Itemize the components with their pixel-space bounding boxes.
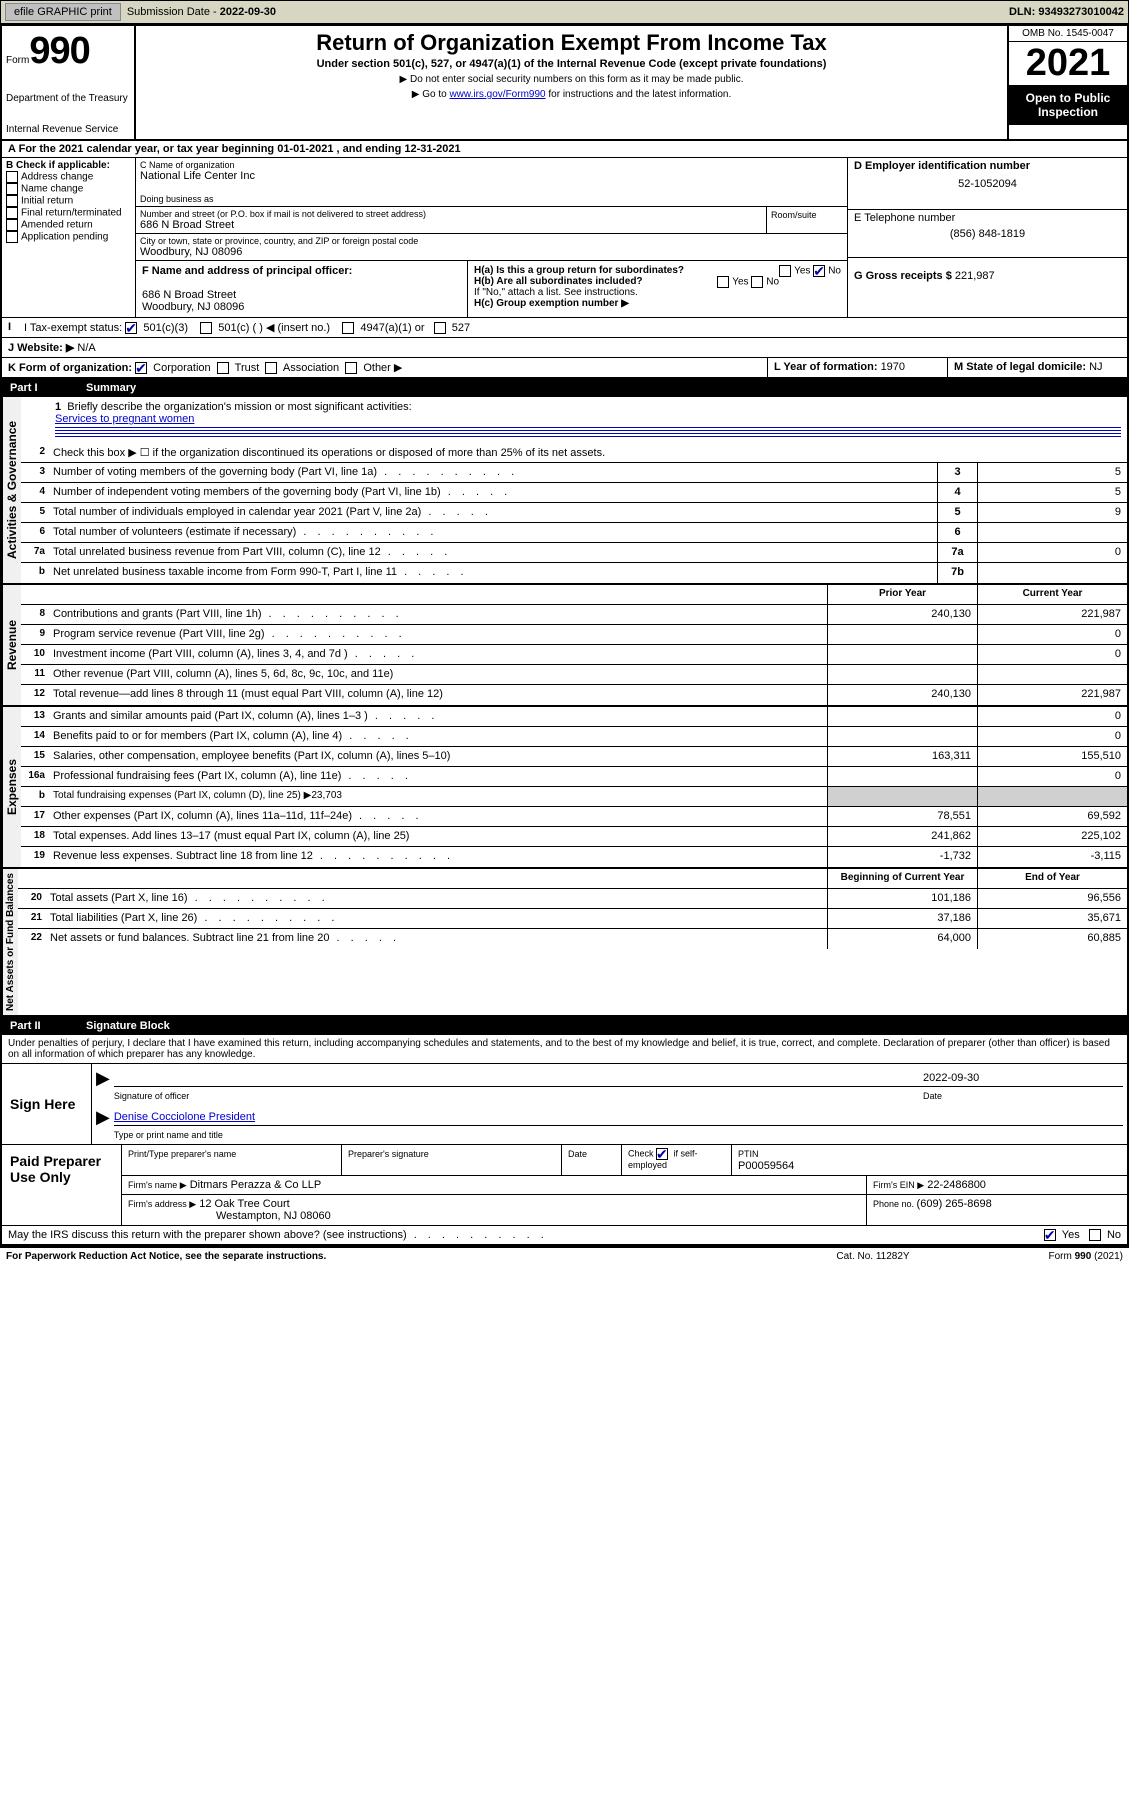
ha-no[interactable] — [813, 265, 825, 277]
title-block: Return of Organization Exempt From Incom… — [136, 26, 1007, 139]
paid-preparer-label: Paid Preparer Use Only — [2, 1145, 122, 1225]
hb-no[interactable] — [751, 276, 763, 288]
expenses-label: Expenses — [2, 707, 21, 867]
form-990: Form990 Department of the Treasury Inter… — [0, 24, 1129, 1248]
part-2-header: Part IISignature Block — [2, 1017, 1127, 1035]
street-address: 686 N Broad Street — [140, 219, 762, 231]
part-1-header: Part ISummary — [2, 379, 1127, 397]
501c3-checkbox[interactable] — [125, 322, 137, 334]
sign-here-label: Sign Here — [2, 1064, 92, 1144]
gross-receipts: 221,987 — [955, 270, 995, 282]
amended-checkbox[interactable] — [6, 219, 18, 231]
addr-change-checkbox[interactable] — [6, 171, 18, 183]
penalty-statement: Under penalties of perjury, I declare th… — [2, 1035, 1127, 1064]
submission-label: Submission Date - 2022-09-30 — [127, 6, 276, 18]
form-number-block: Form990 Department of the Treasury Inter… — [2, 26, 136, 139]
net-assets-label: Net Assets or Fund Balances — [2, 869, 18, 1015]
discuss-yes-checkbox[interactable] — [1044, 1229, 1056, 1241]
ha-yes[interactable] — [779, 265, 791, 277]
year-block: OMB No. 1545-0047 2021 Open to Public In… — [1007, 26, 1127, 139]
instructions-link[interactable]: www.irs.gov/Form990 — [449, 89, 545, 100]
app-pending-checkbox[interactable] — [6, 231, 18, 243]
org-name: National Life Center Inc — [140, 170, 843, 182]
name-change-checkbox[interactable] — [6, 183, 18, 195]
website: N/A — [77, 342, 95, 354]
page-footer: For Paperwork Reduction Act Notice, see … — [0, 1248, 1129, 1265]
city-state-zip: Woodbury, NJ 08096 — [140, 246, 843, 258]
self-employed-checkbox[interactable] — [656, 1148, 668, 1160]
mission[interactable]: Services to pregnant women — [55, 413, 194, 425]
ptin: P00059564 — [738, 1160, 794, 1172]
firm-name: Ditmars Perazza & Co LLP — [190, 1179, 321, 1191]
dln: DLN: 93493273010042 — [1009, 6, 1124, 18]
hb-yes[interactable] — [717, 276, 729, 288]
revenue-label: Revenue — [2, 585, 21, 705]
efile-print-button[interactable]: efile GRAPHIC print — [5, 3, 121, 21]
ein: 52-1052094 — [854, 178, 1121, 190]
officer-name: Denise Cocciolone President — [114, 1111, 255, 1123]
telephone: (856) 848-1819 — [854, 228, 1121, 240]
final-return-checkbox[interactable] — [6, 207, 18, 219]
section-d-e-g: D Employer identification number 52-1052… — [847, 158, 1127, 317]
activities-governance-label: Activities & Governance — [2, 397, 21, 583]
section-b-checkboxes: B Check if applicable: Address change Na… — [2, 158, 136, 317]
corp-checkbox[interactable] — [135, 362, 147, 374]
efile-header: efile GRAPHIC print Submission Date - 20… — [0, 0, 1129, 24]
form-title: Return of Organization Exempt From Incom… — [144, 30, 999, 56]
tax-period: A For the 2021 calendar year, or tax yea… — [2, 141, 1127, 158]
discuss-no-checkbox[interactable] — [1089, 1229, 1101, 1241]
initial-return-checkbox[interactable] — [6, 195, 18, 207]
section-c: C Name of organization National Life Cen… — [136, 158, 847, 317]
